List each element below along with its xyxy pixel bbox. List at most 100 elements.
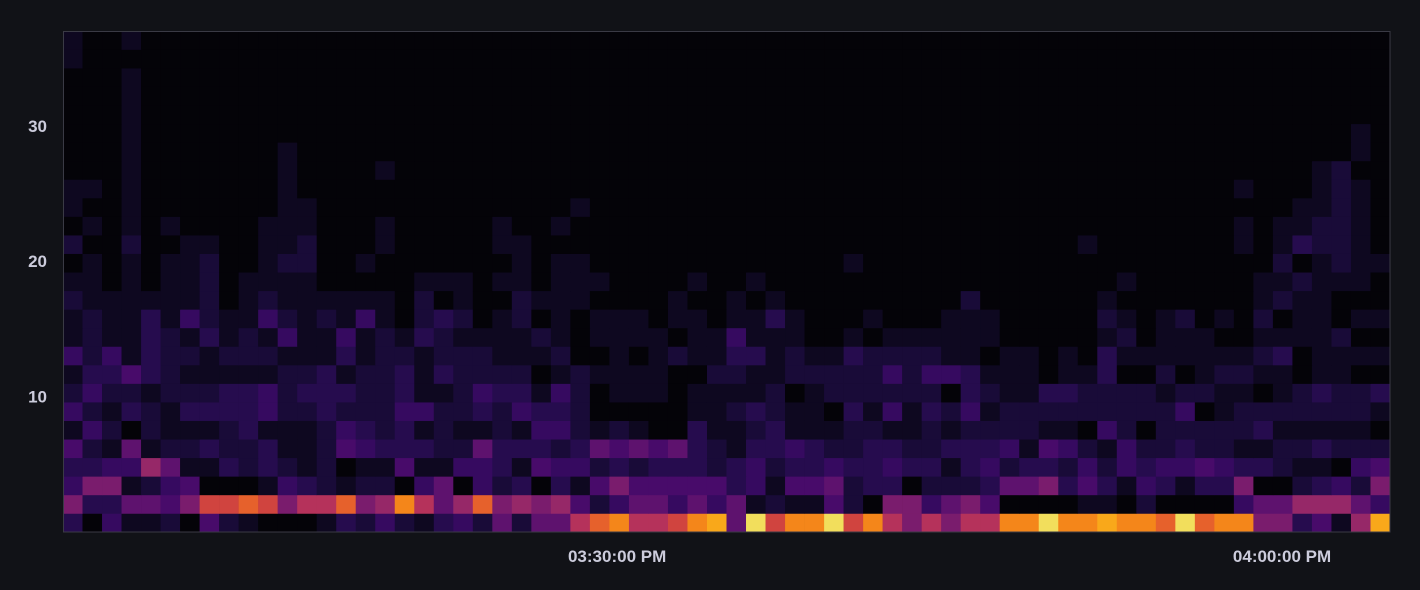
heatmap-cell — [1175, 49, 1196, 69]
heatmap-cell — [141, 31, 161, 50]
heatmap-cell — [453, 160, 474, 180]
heatmap-cell — [570, 216, 591, 236]
heatmap-cell — [843, 513, 864, 533]
y-tick-label: 30 — [28, 117, 47, 136]
heatmap-cell — [141, 160, 161, 180]
heatmap-cell — [1292, 86, 1313, 106]
heatmap-cell — [804, 365, 825, 384]
heatmap-cell — [941, 216, 961, 236]
heatmap-cell — [1350, 235, 1371, 254]
heatmap-cell — [511, 383, 532, 403]
heatmap-cell — [336, 494, 357, 514]
heatmap-cell — [258, 105, 278, 125]
heatmap-cell — [1097, 198, 1118, 217]
heatmap-cell — [316, 439, 337, 459]
heatmap-cell — [141, 327, 161, 347]
heatmap-cell — [999, 309, 1020, 329]
heatmap-cell — [1253, 420, 1274, 440]
heatmap-cell — [277, 31, 298, 50]
heatmap-cell — [1214, 513, 1235, 533]
heatmap-cell — [609, 68, 630, 87]
heatmap-cell — [160, 198, 181, 217]
heatmap-cell — [1331, 494, 1352, 514]
heatmap-cell — [785, 253, 805, 273]
heatmap-cell — [316, 253, 337, 273]
heatmap-cell — [531, 49, 552, 69]
heatmap-cell — [492, 86, 513, 106]
heatmap-cell — [1038, 105, 1059, 125]
heatmap-cell — [297, 327, 317, 347]
heatmap-cell — [63, 86, 83, 106]
heatmap-cell — [980, 513, 1000, 533]
heatmap-cell — [882, 402, 903, 421]
heatmap-cell — [511, 457, 532, 477]
heatmap-cell — [999, 290, 1020, 310]
heatmap-cell — [746, 290, 766, 310]
heatmap-cell — [824, 253, 844, 273]
heatmap-cell — [1077, 365, 1098, 384]
heatmap-cell — [1058, 402, 1079, 421]
heatmap-cell — [375, 216, 396, 236]
heatmap-cell — [1194, 123, 1215, 143]
heatmap-cell — [277, 216, 298, 236]
heatmap-cell — [316, 105, 337, 125]
heatmap-cell — [1155, 216, 1176, 236]
heatmap-cell — [648, 160, 669, 180]
heatmap-cell — [1155, 179, 1176, 199]
heatmap-cell — [160, 123, 181, 143]
heatmap-cell — [511, 49, 532, 69]
heatmap-cell — [1116, 105, 1137, 125]
heatmap-cell — [277, 179, 298, 199]
heatmap-cell — [960, 68, 981, 87]
heatmap-cell — [1019, 383, 1040, 403]
heatmap-cell — [902, 420, 922, 440]
heatmap-cell — [609, 160, 630, 180]
heatmap-cell — [394, 365, 415, 384]
heatmap-cell — [1272, 86, 1293, 106]
heatmap-cell — [1253, 68, 1274, 87]
heatmap-cell — [336, 346, 357, 366]
heatmap-cell — [277, 327, 298, 347]
heatmap-cell — [453, 49, 474, 69]
heatmap-cell — [531, 513, 552, 533]
heatmap-cell — [121, 253, 142, 273]
heatmap-cell — [180, 272, 200, 292]
heatmap-cell — [63, 327, 83, 347]
heatmap-cell — [1292, 290, 1313, 310]
heatmap-cell — [297, 49, 317, 69]
heatmap-cell — [550, 402, 571, 421]
heatmap-cell — [238, 494, 259, 514]
heatmap-cell — [785, 123, 805, 143]
heatmap-cell — [1194, 272, 1215, 292]
heatmap-cell — [258, 179, 278, 199]
heatmap-cell — [82, 290, 103, 310]
heatmap-cell — [785, 105, 805, 125]
heatmap-cell — [1019, 494, 1040, 514]
heatmap-cell — [1194, 309, 1215, 329]
heatmap-cell — [980, 49, 1000, 69]
heatmap-cell — [785, 142, 805, 162]
heatmap-cell — [238, 86, 259, 106]
heatmap-cell — [180, 86, 200, 106]
heatmap-cell — [492, 420, 513, 440]
heatmap-cell — [960, 216, 981, 236]
heatmap-cell — [316, 290, 337, 310]
heatmap-cell — [1136, 309, 1157, 329]
heatmap-cell — [394, 327, 415, 347]
heatmap-cell — [921, 420, 942, 440]
heatmap-cell — [746, 216, 766, 236]
heatmap-cell — [511, 31, 532, 50]
heatmap-cell — [277, 235, 298, 254]
heatmap-cell — [706, 142, 727, 162]
heatmap-cell — [160, 86, 181, 106]
heatmap-cell — [82, 235, 103, 254]
heatmap-cell — [199, 49, 220, 69]
heatmap-cell — [765, 235, 786, 254]
heatmap-cell — [1233, 160, 1254, 180]
heatmap-cell — [863, 216, 883, 236]
heatmap-cell — [1370, 198, 1391, 217]
heatmap-cell — [550, 123, 571, 143]
heatmap-cell — [687, 68, 708, 87]
heatmap-cell — [375, 476, 396, 496]
heatmap-cell — [414, 420, 435, 440]
